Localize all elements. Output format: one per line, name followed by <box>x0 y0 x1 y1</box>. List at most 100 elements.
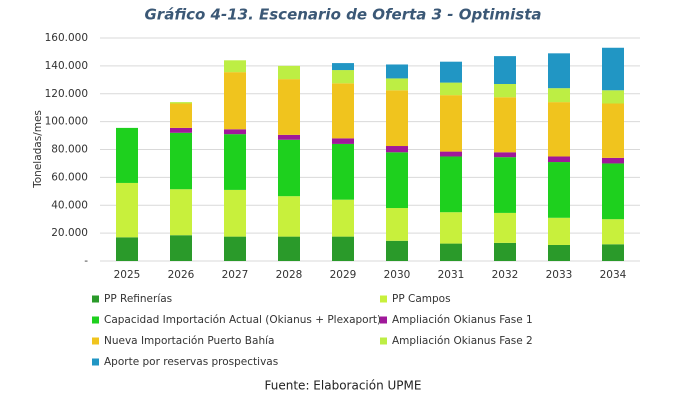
bar-segment <box>170 189 192 236</box>
bar-segment <box>602 219 624 245</box>
legend-label: Capacidad Importación Actual (Okianus + … <box>104 314 381 326</box>
bar-segment <box>440 61 462 83</box>
y-tick-label: 120.000 <box>45 88 88 100</box>
bar-segment <box>224 129 246 135</box>
bar-segment <box>224 60 246 73</box>
bar-segment <box>440 212 462 244</box>
bar-segment <box>602 244 624 261</box>
bar-segment <box>332 70 354 84</box>
bar-segment <box>548 244 570 261</box>
y-axis-label: Toneladas/mes <box>32 110 44 189</box>
legend-label: PP Refinerías <box>104 293 172 305</box>
bar-segment <box>494 242 516 261</box>
x-tick-label: 2027 <box>222 269 249 281</box>
bar-segment <box>494 97 516 153</box>
legend-swatch <box>380 337 387 345</box>
legend-label: Ampliación Okianus Fase 2 <box>392 335 533 347</box>
bar-segment <box>332 143 354 200</box>
bar-segment <box>440 151 462 157</box>
bar-segment <box>494 56 516 84</box>
bar-segment <box>386 90 408 147</box>
chart-title: Gráfico 4-13. Escenario de Oferta 3 - Op… <box>144 6 541 24</box>
bar-segment <box>224 189 246 237</box>
bar-segment <box>602 163 624 220</box>
bar-segment <box>548 217 570 245</box>
bar-segment <box>386 78 408 91</box>
bar-segment <box>494 157 516 213</box>
bar-segment <box>278 139 300 197</box>
bar-segment <box>170 235 192 261</box>
bar-segment <box>170 132 192 190</box>
bar-segment <box>278 65 300 80</box>
y-tick-label: 60.000 <box>51 171 88 183</box>
bar-segment <box>278 134 300 140</box>
bar-segment <box>548 156 570 163</box>
x-tick-label: 2028 <box>276 269 303 281</box>
legend-swatch <box>92 337 99 345</box>
bar-segment <box>332 236 354 261</box>
legend-label: Aporte por reservas prospectivas <box>104 356 278 368</box>
bar-segment <box>440 243 462 261</box>
y-tick-label: 100.000 <box>45 116 88 128</box>
bar-segment <box>386 64 408 79</box>
bar-segment <box>332 63 354 71</box>
x-tick-label: 2030 <box>384 269 411 281</box>
x-tick-label: 2033 <box>546 269 573 281</box>
bar-segment <box>224 134 246 190</box>
bar-segment <box>170 102 192 104</box>
source-note: Fuente: Elaboración UPME <box>265 379 422 393</box>
bar-segment <box>224 72 246 130</box>
bar-segment <box>386 146 408 153</box>
bar-segment <box>278 236 300 261</box>
bar-segment <box>440 95 462 152</box>
bar-segment <box>332 199 354 237</box>
y-tick-label: 40.000 <box>51 199 88 211</box>
x-tick-label: 2034 <box>600 269 627 281</box>
bar-segment <box>224 236 246 261</box>
bar-segment <box>386 240 408 261</box>
bar-segment <box>548 162 570 218</box>
bar-segment <box>116 237 138 261</box>
bar-segment <box>548 88 570 103</box>
x-tick-label: 2029 <box>330 269 357 281</box>
bar-segment <box>602 47 624 91</box>
bar-segment <box>440 82 462 96</box>
legend-label: Ampliación Okianus Fase 1 <box>392 314 533 326</box>
bar-segment <box>548 53 570 89</box>
bar-segment <box>332 138 354 144</box>
bar-segment <box>440 156 462 213</box>
bar-segment <box>494 152 516 158</box>
legend-swatch <box>92 316 99 324</box>
bar-segment <box>332 83 354 139</box>
bar-segment <box>602 103 624 158</box>
legend-swatch <box>92 295 99 303</box>
bar-segment <box>548 102 570 157</box>
bar-segment <box>494 212 516 243</box>
bar-segment <box>116 182 138 238</box>
bar-segment <box>386 152 408 209</box>
bar-segment <box>494 83 516 98</box>
bar-segment <box>602 157 624 164</box>
bar-segment <box>278 196 300 237</box>
legend-label: Nueva Importación Puerto Bahía <box>104 335 274 347</box>
bar-segment <box>386 208 408 241</box>
bar-segment <box>170 127 192 133</box>
x-tick-label: 2025 <box>114 269 141 281</box>
y-tick-label: 140.000 <box>45 60 88 72</box>
legend-swatch <box>380 295 387 303</box>
x-tick-label: 2026 <box>168 269 195 281</box>
legend-label: PP Campos <box>392 293 451 305</box>
legend-swatch <box>380 316 387 324</box>
bar-segment <box>278 79 300 135</box>
bar-segment <box>116 127 138 183</box>
y-tick-label: 20.000 <box>51 227 88 239</box>
legend-swatch <box>92 358 99 366</box>
x-tick-label: 2032 <box>492 269 519 281</box>
y-tick-label: 80.000 <box>51 144 88 156</box>
bar-segment <box>602 90 624 104</box>
bar-segment <box>170 103 192 128</box>
x-tick-label: 2031 <box>438 269 465 281</box>
y-tick-label: 160.000 <box>45 32 88 44</box>
y-tick-label: - <box>84 255 88 267</box>
